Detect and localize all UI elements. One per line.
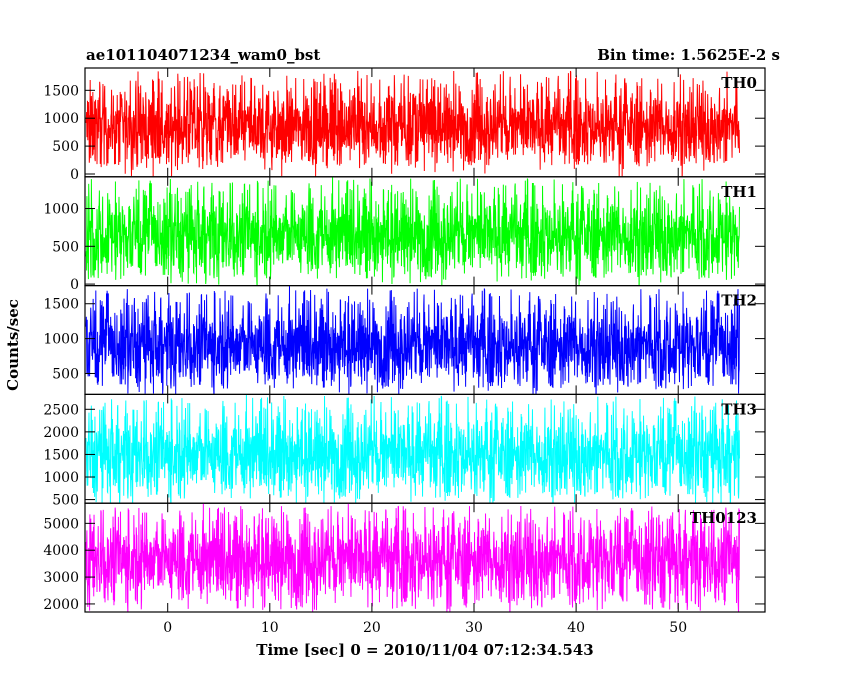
y-tick-label: 1500 bbox=[43, 447, 79, 463]
x-tick-label: 10 bbox=[261, 620, 279, 636]
series-th2-line bbox=[85, 285, 740, 395]
panel-th0123: 2000 3000 4000 5000 TH0123 bbox=[43, 502, 766, 613]
series-th1-line bbox=[85, 176, 740, 286]
y-tick-label: 500 bbox=[52, 366, 79, 382]
series-th0123-line bbox=[85, 503, 740, 613]
y-tick-label: 2000 bbox=[43, 425, 79, 441]
y-tick-label: 3000 bbox=[43, 570, 79, 586]
x-tick-label: 30 bbox=[465, 620, 483, 636]
y-tick-label: 1000 bbox=[43, 202, 79, 218]
y-tick-label: 1000 bbox=[43, 111, 79, 127]
x-tick-label: 50 bbox=[669, 620, 687, 636]
panel-label-th1: TH1 bbox=[721, 183, 757, 201]
y-tick-label: 1000 bbox=[43, 470, 79, 486]
y-tick-label: 4000 bbox=[43, 543, 79, 559]
panel-th2: 500 1000 1500 TH2 bbox=[43, 285, 766, 396]
bin-time-label: Bin time: 1.5625E-2 s bbox=[597, 46, 780, 64]
y-tick-label: 0 bbox=[70, 277, 79, 293]
series-th3-line bbox=[85, 394, 740, 504]
chart-title: ae101104071234_wam0_bst bbox=[86, 46, 320, 64]
panel-label-th0: TH0 bbox=[721, 74, 757, 92]
panels-group: 0 500 1000 1500 TH0 0 500 1000 TH1 500 1000 1500 TH2… bbox=[43, 67, 766, 613]
panel-label-th3: TH3 bbox=[721, 400, 757, 418]
y-tick-label: 2500 bbox=[43, 402, 79, 418]
panel-label-th2: TH2 bbox=[721, 292, 757, 310]
x-ticks-group: 0 10 20 30 40 50 bbox=[163, 620, 687, 636]
y-tick-label: 1000 bbox=[43, 332, 79, 348]
x-tick-label: 0 bbox=[163, 620, 172, 636]
panel-label-th0123: TH0123 bbox=[690, 509, 757, 527]
y-tick-label: 500 bbox=[52, 139, 79, 155]
y-tick-label: 2000 bbox=[43, 597, 79, 613]
panel-frame bbox=[84, 502, 766, 613]
y-tick-label: 1500 bbox=[43, 83, 79, 99]
y-tick-label: 1500 bbox=[43, 297, 79, 313]
x-axis-label: Time [sec] 0 = 2010/11/04 07:12:34.543 bbox=[256, 641, 593, 659]
y-axis-label: Counts/sec bbox=[4, 299, 22, 391]
x-tick-label: 40 bbox=[567, 620, 585, 636]
panel-th1: 0 500 1000 TH1 bbox=[43, 176, 766, 293]
x-tick-label: 20 bbox=[363, 620, 381, 636]
y-tick-label: 0 bbox=[70, 167, 79, 183]
panel-th0: 0 500 1000 1500 TH0 bbox=[43, 67, 766, 183]
panel-th3: 500 1000 1500 2000 2500 TH3 bbox=[43, 393, 766, 509]
y-tick-label: 5000 bbox=[43, 516, 79, 532]
y-tick-label: 500 bbox=[52, 239, 79, 255]
series-th0-line bbox=[85, 70, 740, 177]
y-tick-label: 500 bbox=[52, 493, 79, 509]
